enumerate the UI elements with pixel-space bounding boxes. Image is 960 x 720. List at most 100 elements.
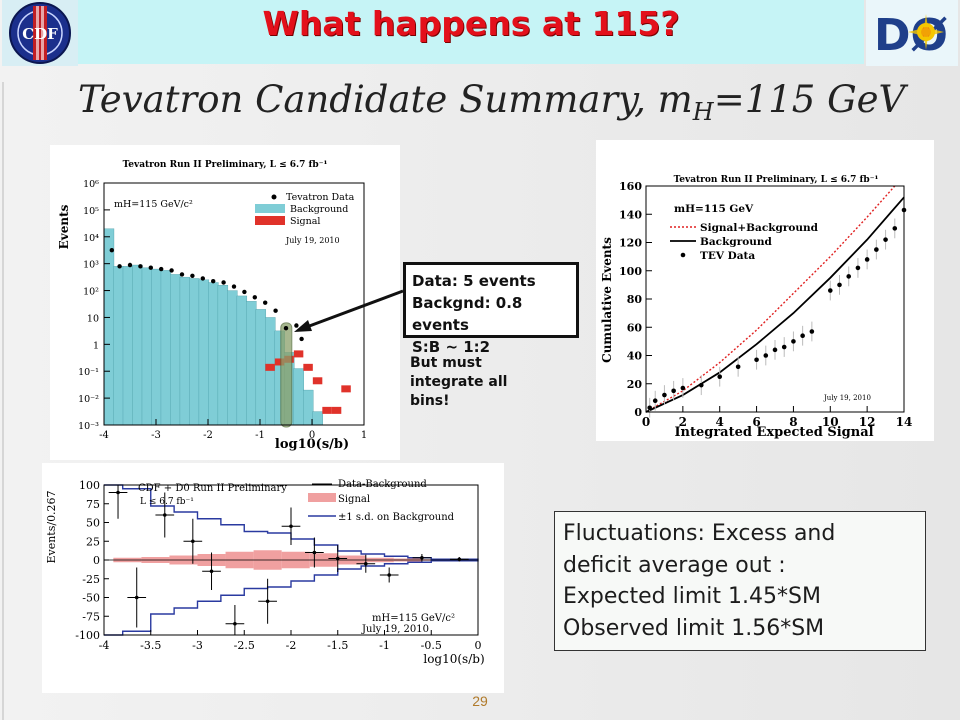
data-point	[294, 323, 299, 328]
legend-data-label: Tevatron Data	[286, 192, 355, 203]
signal-bin	[312, 377, 323, 385]
data-point	[312, 550, 317, 555]
x-tick-label: -3.5	[140, 639, 161, 652]
background-bin	[179, 276, 191, 426]
background-bin	[255, 309, 267, 426]
data-minus-background-chart: -4 -3.5 -3 -2.5 -2 -1.5 -1 -0.5 0 100 75 50 25 0 -25 -5…	[45, 479, 485, 666]
x-tick-label: -4	[99, 430, 109, 441]
x-tick-label: 0	[642, 415, 650, 429]
y-tick-label: 25	[86, 535, 100, 548]
x-tick-label: -2.5	[234, 639, 255, 652]
y-tick-label: 10	[87, 313, 99, 324]
y-tick-label: 140	[619, 208, 642, 221]
date-annotation: July 19, 2010	[285, 236, 340, 245]
y-tick-label: 100	[79, 479, 100, 492]
slide-subtitle: Tevatron Candidate Summary, mH=115 GeV	[78, 78, 906, 126]
y-tick-label: -25	[82, 573, 100, 586]
y-tick-label: -100	[75, 629, 100, 642]
summary-line-2: deficit average out :	[563, 552, 786, 578]
data-point	[864, 257, 870, 262]
callout-line-ratio: S:B ~ 1:2	[412, 338, 491, 356]
y-tick-label: 40	[627, 350, 643, 363]
background-bin	[132, 264, 143, 426]
data-point	[883, 237, 888, 242]
signal-bin	[274, 358, 285, 366]
d0-logo: DØ	[866, 0, 958, 66]
slide-left-rule	[2, 82, 4, 720]
data-point	[273, 308, 278, 313]
highlighted-bin	[280, 322, 293, 428]
data-point	[221, 280, 226, 285]
y-tick-label: 10⁴	[83, 233, 99, 244]
data-point	[200, 276, 205, 281]
date-annotation: July 19, 2010	[823, 394, 871, 402]
x-tick-label: 0	[475, 639, 482, 652]
limit-summary-box: Fluctuations: Excess and deficit average…	[554, 511, 926, 651]
mass-annotation: mH=115 GeV/c²	[372, 613, 455, 624]
y-tick-label: 10⁻²	[78, 394, 99, 405]
chart-title: Tevatron Run II Preliminary, L ≤ 6.7 fb⁻…	[123, 160, 328, 170]
y-axis-label: Events/0.267	[45, 490, 58, 563]
data-point	[457, 557, 462, 562]
mass-annotation: mH=115 GeV/c²	[114, 199, 193, 210]
chart-title: CDF + D0 Run II Preliminary	[138, 483, 287, 494]
background-bin	[236, 295, 248, 426]
background-bin	[170, 274, 181, 426]
data-point	[420, 555, 424, 560]
data-point	[837, 282, 842, 288]
title-banner	[78, 0, 864, 64]
background-bin	[151, 268, 162, 426]
data-minus-background-panel: -4 -3.5 -3 -2.5 -2 -1.5 -1 -0.5 0 100 75 50 25 0 -25 -5…	[42, 463, 504, 693]
legend-signal-label: Signal	[290, 216, 320, 227]
data-point	[855, 265, 861, 271]
y-tick-label: 20	[627, 378, 643, 391]
legend-sb-label: Signal+Background	[700, 222, 819, 234]
legend-signal-swatch	[255, 216, 285, 225]
y-tick-label: 1	[93, 340, 99, 351]
y-tick-label: 10³	[83, 260, 99, 271]
x-tick-label: 12	[859, 415, 876, 429]
legend-signal-swatch	[308, 493, 336, 502]
signal-bin	[322, 406, 332, 414]
data-point	[263, 300, 268, 305]
y-tick-label: -75	[82, 610, 100, 623]
x-tick-label: -2	[203, 430, 213, 441]
signal-plus-background-curve	[645, 185, 896, 413]
data-point	[169, 268, 174, 273]
x-tick-label: -0.5	[421, 639, 442, 652]
background-bin	[103, 228, 115, 426]
legend-bkg-label: Background	[700, 236, 772, 248]
data-point	[772, 347, 778, 353]
y-tick-label: 10⁵	[83, 206, 99, 217]
background-bin	[312, 411, 323, 426]
date-annotation: July 19, 2010	[361, 624, 429, 635]
data-point	[754, 357, 759, 363]
x-axis-label: log10(s/b)	[423, 652, 484, 666]
data-point	[791, 339, 796, 344]
legend-data-marker	[680, 252, 686, 258]
signal-bin	[331, 406, 342, 414]
y-tick-label: 10⁻³	[78, 421, 99, 432]
x-tick-label: -2	[286, 639, 297, 652]
background-bin	[198, 279, 210, 426]
data-point	[874, 247, 879, 252]
data-point	[781, 344, 787, 350]
y-tick-label: 160	[619, 180, 642, 193]
y-tick-label: -50	[82, 592, 100, 605]
note-line-3: bins!	[410, 393, 450, 409]
bin-callout-box: Data: 5 events Backgnd: 0.8 events S:B ~…	[403, 262, 579, 356]
legend-signal-label: Signal	[338, 494, 370, 505]
note-line-1: But must	[410, 355, 482, 371]
data-point	[138, 264, 143, 269]
y-tick-label: 75	[86, 498, 100, 511]
subtitle-rest: =115 GeV	[713, 78, 906, 121]
background-curve	[645, 196, 905, 413]
x-tick-label: -3	[192, 639, 203, 652]
legend-band-label: ±1 s.d. on Background	[338, 512, 455, 523]
data-point	[800, 333, 805, 339]
data-point	[117, 264, 122, 269]
data-point	[242, 289, 247, 295]
x-tick-label: -3	[151, 430, 161, 441]
data-point	[735, 364, 741, 370]
data-point	[134, 595, 139, 600]
